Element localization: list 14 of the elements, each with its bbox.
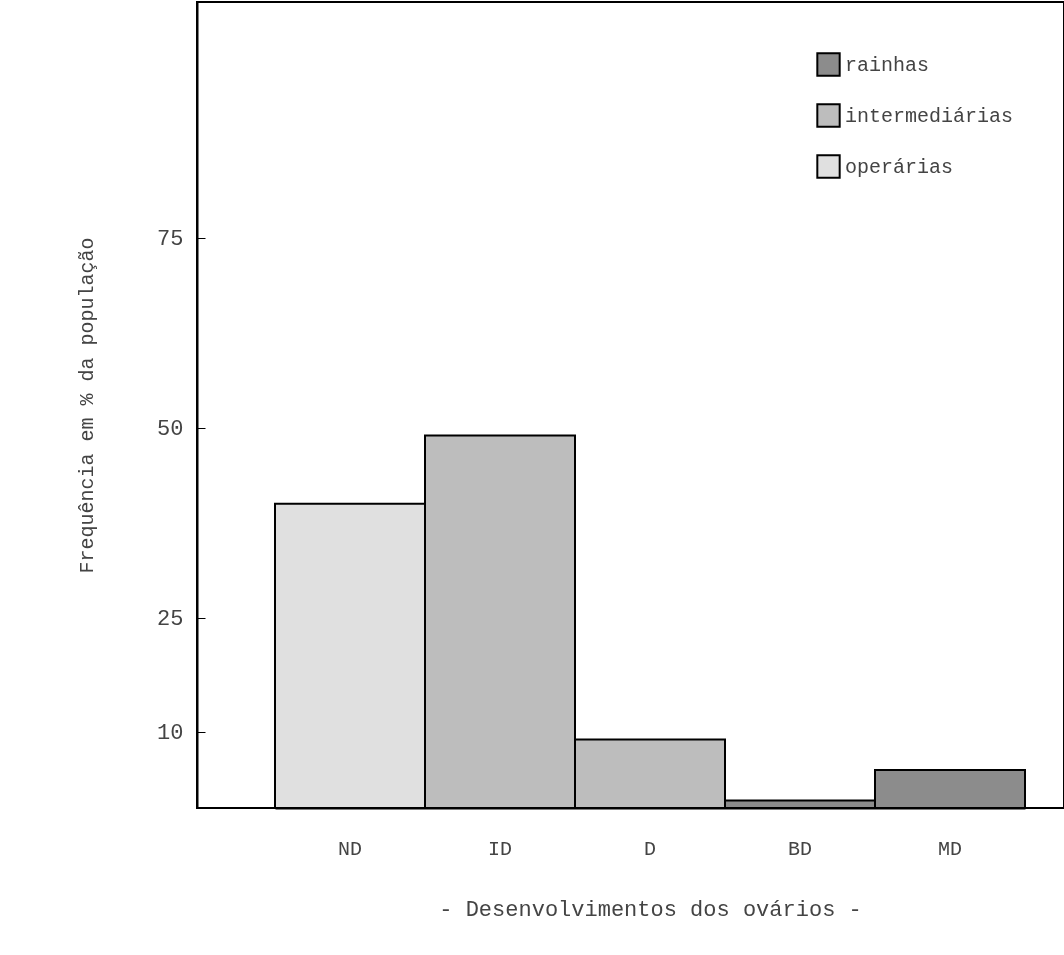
x-tick-label: D: [643, 837, 657, 861]
y-tick-label: 10: [157, 721, 184, 747]
legend-label: intermediárias: [845, 104, 1014, 128]
y-tick-label: 75: [157, 227, 184, 253]
y-tick-label: 25: [157, 607, 184, 633]
x-tick-label: ID: [487, 837, 513, 861]
x-tick-label: ND: [337, 837, 363, 861]
x-axis-title: - Desenvolvimentos dos ovários -: [439, 897, 862, 923]
legend-label: operárias: [845, 155, 954, 179]
y-tick-label: 50: [157, 417, 184, 443]
x-tick-label: MD: [937, 837, 963, 861]
legend-label: rainhas: [845, 53, 930, 77]
x-tick-label: BD: [787, 837, 813, 861]
y-axis-title: Frequência em % da população: [76, 237, 100, 574]
